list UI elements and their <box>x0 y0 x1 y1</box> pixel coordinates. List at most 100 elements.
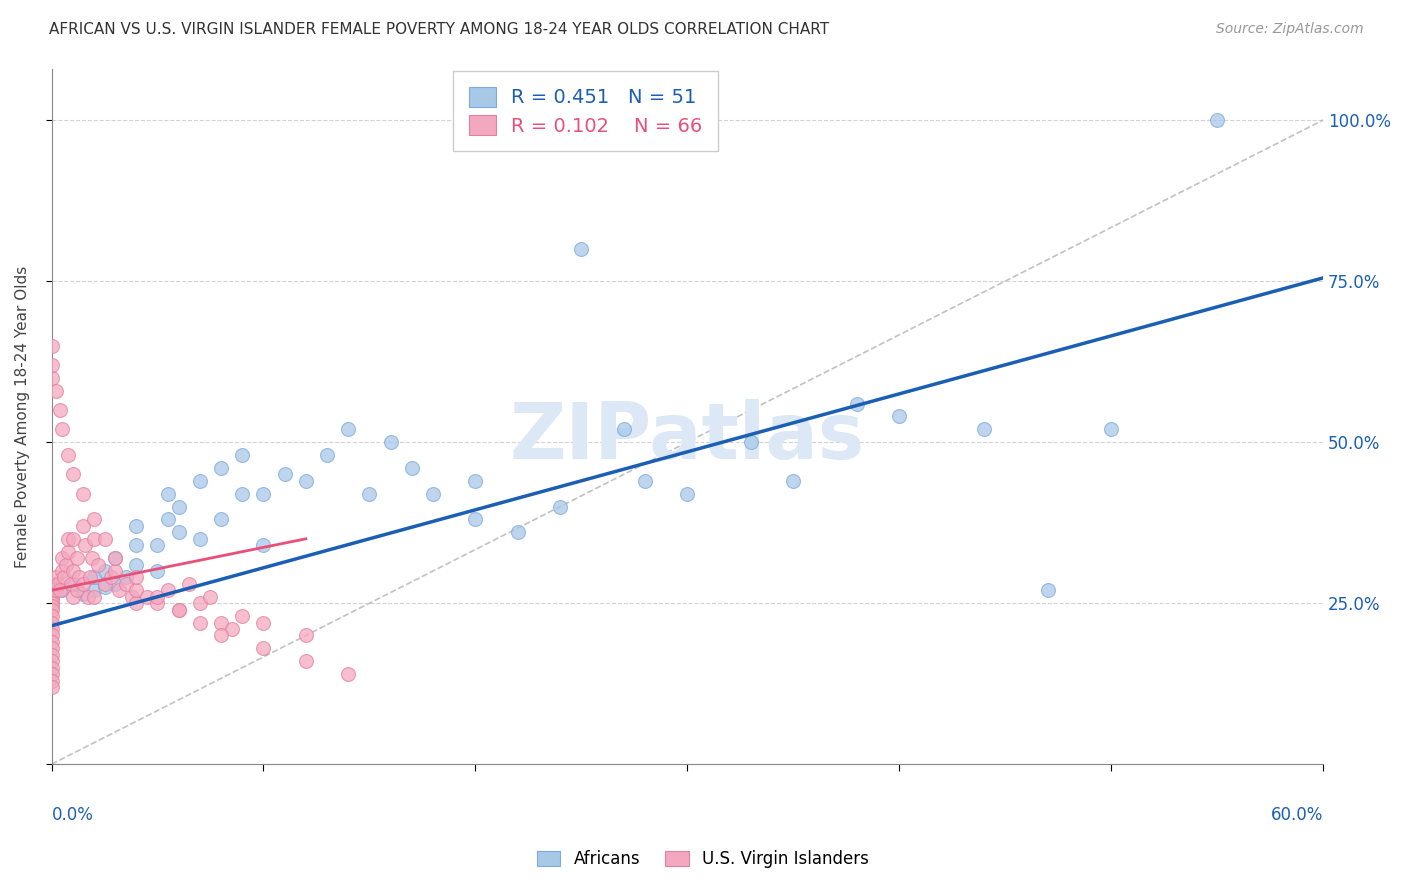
Point <box>252 615 274 630</box>
Point <box>41 635 63 649</box>
Point <box>209 512 232 526</box>
Point <box>146 564 169 578</box>
Point <box>58 532 80 546</box>
Point <box>104 551 127 566</box>
Point <box>252 538 274 552</box>
Point <box>41 673 63 688</box>
Point <box>41 590 63 604</box>
Point <box>72 519 94 533</box>
Point <box>79 570 101 584</box>
Point <box>221 622 243 636</box>
Point <box>46 577 69 591</box>
Text: ZIPatlas: ZIPatlas <box>510 400 865 475</box>
Point <box>135 590 157 604</box>
Point <box>67 570 90 584</box>
Point <box>380 435 402 450</box>
Point <box>41 338 63 352</box>
Point <box>58 544 80 558</box>
Point <box>41 641 63 656</box>
Point <box>80 551 103 566</box>
Point <box>273 467 295 482</box>
Point <box>188 615 211 630</box>
Point <box>973 422 995 436</box>
Point <box>100 570 122 584</box>
Point <box>41 577 63 591</box>
Point <box>41 622 63 636</box>
Legend: R = 0.451   N = 51, R = 0.102    N = 66: R = 0.451 N = 51, R = 0.102 N = 66 <box>453 71 718 152</box>
Point <box>51 583 73 598</box>
Point <box>62 467 84 482</box>
Point <box>167 500 190 514</box>
Point <box>41 654 63 668</box>
Point <box>359 486 381 500</box>
Point <box>41 583 63 598</box>
Point <box>121 590 143 604</box>
Point <box>209 461 232 475</box>
Point <box>83 570 105 584</box>
Point <box>200 590 222 604</box>
Point <box>125 596 148 610</box>
Point <box>209 628 232 642</box>
Point <box>41 667 63 681</box>
Point <box>506 525 529 540</box>
Point <box>114 577 136 591</box>
Point <box>125 583 148 598</box>
Point <box>422 486 444 500</box>
Point <box>41 586 63 600</box>
Point <box>316 448 339 462</box>
Point <box>252 486 274 500</box>
Point <box>62 532 84 546</box>
Point <box>464 474 486 488</box>
Point <box>114 570 136 584</box>
Point <box>72 577 94 591</box>
Point <box>569 242 592 256</box>
Point <box>41 680 63 694</box>
Point <box>51 422 73 436</box>
Point <box>146 538 169 552</box>
Point <box>83 590 105 604</box>
Point <box>41 599 63 614</box>
Point <box>72 486 94 500</box>
Point <box>401 461 423 475</box>
Point <box>740 435 762 450</box>
Point <box>1099 422 1122 436</box>
Point <box>66 583 89 598</box>
Point <box>87 558 110 572</box>
Point <box>41 660 63 674</box>
Point <box>125 519 148 533</box>
Point <box>157 486 180 500</box>
Point <box>1206 113 1229 128</box>
Point <box>45 583 67 598</box>
Point <box>83 583 105 598</box>
Point <box>104 577 127 591</box>
Point <box>51 551 73 566</box>
Point <box>62 564 84 578</box>
Text: AFRICAN VS U.S. VIRGIN ISLANDER FEMALE POVERTY AMONG 18-24 YEAR OLDS CORRELATION: AFRICAN VS U.S. VIRGIN ISLANDER FEMALE P… <box>49 22 830 37</box>
Point <box>167 602 190 616</box>
Point <box>55 558 77 572</box>
Point <box>62 590 84 604</box>
Point <box>337 422 360 436</box>
Point <box>188 532 211 546</box>
Point <box>45 570 67 584</box>
Point <box>108 583 131 598</box>
Point <box>231 609 253 624</box>
Text: 0.0%: 0.0% <box>52 806 93 824</box>
Point <box>83 512 105 526</box>
Point <box>41 609 63 624</box>
Point <box>59 577 82 591</box>
Point <box>167 602 190 616</box>
Point <box>72 586 94 600</box>
Point <box>83 532 105 546</box>
Point <box>125 570 148 584</box>
Point <box>58 448 80 462</box>
Point <box>231 486 253 500</box>
Point <box>157 512 180 526</box>
Point <box>209 615 232 630</box>
Point <box>49 403 72 417</box>
Point <box>62 577 84 591</box>
Point <box>93 564 115 578</box>
Point <box>548 500 571 514</box>
Point <box>66 551 89 566</box>
Y-axis label: Female Poverty Among 18-24 Year Olds: Female Poverty Among 18-24 Year Olds <box>15 265 30 567</box>
